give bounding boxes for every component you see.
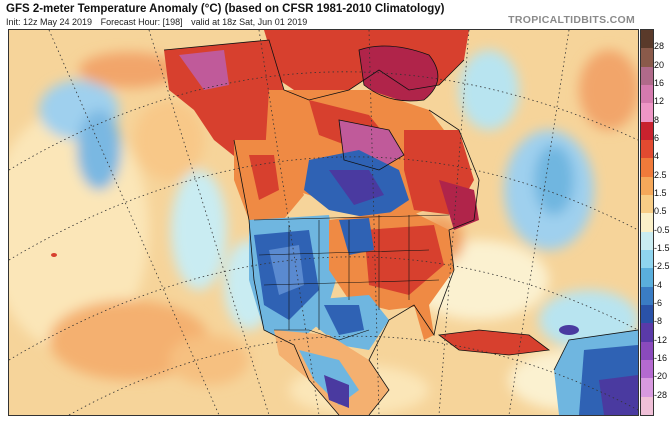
lat-lon-grid	[9, 30, 638, 415]
eastern-us-warm	[364, 225, 444, 295]
colorbar-tick-label: 8	[654, 114, 660, 125]
colorbar-tick-label: -4	[654, 279, 663, 290]
colorbar-tick-label: -6	[654, 298, 663, 308]
alaska-hot-core	[179, 50, 229, 90]
anomaly-map	[8, 29, 639, 416]
colorbar-segment	[641, 231, 653, 251]
florida	[414, 305, 434, 340]
colorbar-segment	[641, 250, 653, 269]
colorbar-tick-label: -0.5	[654, 224, 670, 235]
colorbar	[640, 29, 654, 416]
init-time: Init: 12z May 24 2019	[6, 17, 93, 27]
texas-cold	[324, 305, 364, 335]
colorbar-tick-label: 16	[654, 78, 665, 88]
colorbar-segment	[641, 323, 653, 343]
brand-watermark: TROPICALTIDBITS.COM	[508, 14, 635, 26]
northern-plains-cold	[339, 218, 374, 255]
colorbar-segment	[641, 213, 653, 233]
colorbar-segment	[641, 140, 653, 159]
colorbar-segment	[641, 360, 653, 379]
political-borders	[253, 214, 450, 341]
forecast-info: Init: 12z May 24 2019 Forecast Hour: [19…	[6, 17, 313, 27]
colorbar-tick-label: -1.5	[654, 243, 670, 253]
colorbar-segment	[641, 195, 653, 214]
colorbar-tick-label: 28	[654, 41, 665, 52]
bc-warm	[249, 155, 279, 200]
colorbar-tick-label: -28	[654, 389, 668, 400]
caribbean	[439, 330, 549, 355]
colorbar-segment	[641, 396, 653, 416]
colorbar-segment	[641, 30, 653, 49]
labrador-hot	[439, 180, 479, 230]
land-anomaly	[51, 30, 638, 415]
colorbar-segment	[641, 121, 653, 141]
colorbar-segment	[641, 305, 653, 324]
map-canvas	[9, 30, 638, 415]
amazon-cold	[599, 375, 638, 415]
chart-title: GFS 2-meter Temperature Anomaly (°C) (ba…	[6, 3, 445, 15]
valid-time: valid at 18z Sat, Jun 01 2019	[191, 17, 308, 27]
colorbar-tick-label: -8	[654, 316, 663, 327]
colorbar-segment	[641, 176, 653, 196]
colorbar-tick-label: 12	[654, 96, 665, 107]
colorbar-segment	[641, 158, 653, 178]
rockies	[269, 245, 304, 295]
colorbar-segment	[641, 378, 653, 398]
colorbar-segment	[641, 103, 653, 123]
colorbar-tick-label: 1.5	[654, 188, 667, 198]
colorbar-tick-label: 4	[654, 151, 660, 162]
greenland	[359, 46, 438, 101]
colorbar-tick-label: -20	[654, 371, 668, 382]
colorbar-tick-label: -2.5	[654, 261, 670, 272]
colorbar-segment	[641, 85, 653, 104]
colorbar-tick-label: 2.5	[654, 169, 667, 180]
hispaniola	[559, 325, 579, 335]
forecast-hour: Forecast Hour: [198]	[100, 17, 183, 27]
hawaii	[51, 253, 57, 257]
southern-mexico-cold	[324, 375, 349, 408]
colorbar-tick-label: -16	[654, 353, 668, 363]
colorbar-segment	[641, 341, 653, 361]
colorbar-tick-label: 20	[654, 59, 665, 70]
colorbar-tick-label: 0.5	[654, 206, 667, 217]
colorbar-segment	[641, 286, 653, 306]
central-canada-very-cold	[329, 170, 384, 205]
coastlines	[163, 39, 638, 415]
colorbar-tick-label: 6	[654, 133, 660, 143]
colorbar-segment	[641, 66, 653, 86]
colorbar-tick-label: -12	[654, 334, 668, 345]
colorbar-segment	[641, 268, 653, 288]
colorbar-segment	[641, 48, 653, 68]
